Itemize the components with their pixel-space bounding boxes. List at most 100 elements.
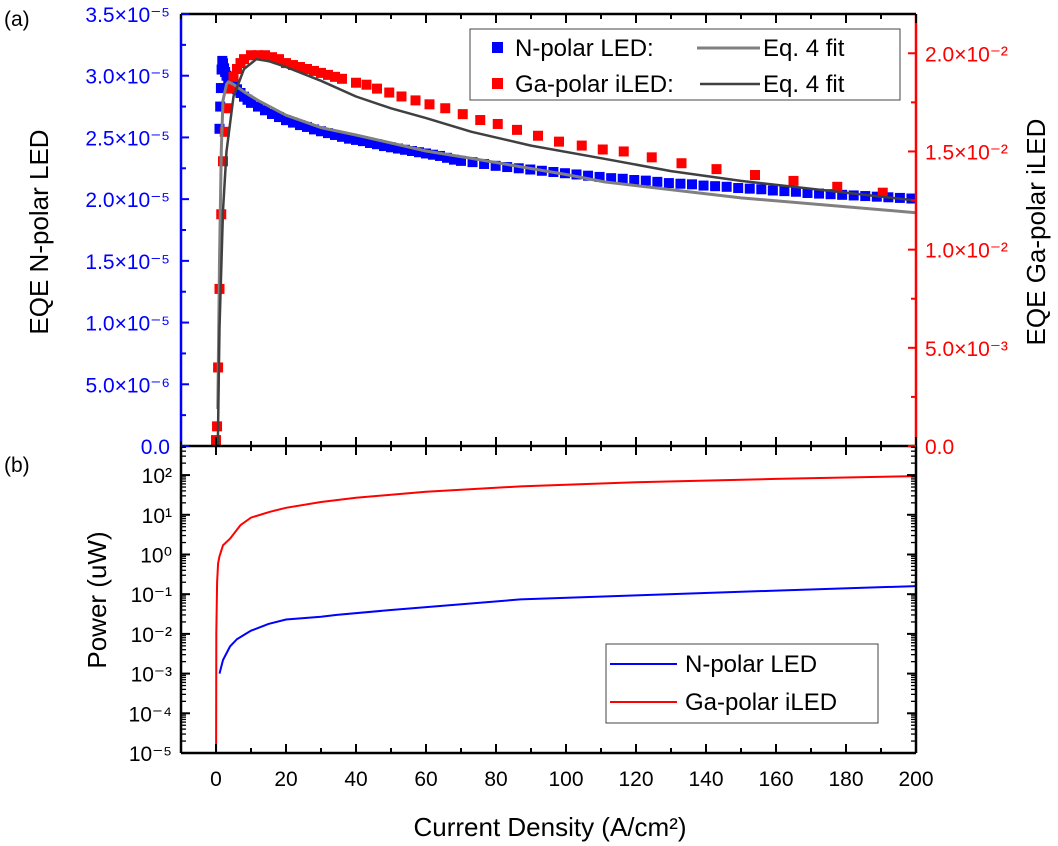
legend-n-polar-marker — [492, 42, 503, 53]
panel-label-a: (a) — [4, 8, 30, 31]
legend-ga-polar-fit-label: Eq. 4 fit — [763, 71, 845, 98]
y-log-tick-label: 10⁻¹ — [131, 584, 172, 607]
y-log-tick-label: 10¹ — [142, 505, 172, 528]
data-point-n-polar — [393, 143, 403, 154]
data-point-n-polar — [733, 183, 744, 194]
data-point-n-polar — [288, 117, 298, 128]
data-point-ga-polar — [281, 58, 291, 69]
data-point-ga-polar — [384, 87, 395, 98]
data-point-ga-polar — [457, 109, 468, 120]
data-point-ga-polar — [295, 62, 305, 73]
data-point-n-polar — [323, 128, 333, 139]
data-point-ga-polar — [288, 60, 298, 71]
legend-a-box — [469, 28, 901, 101]
y-right-tick-label: 1.0×10⁻² — [925, 240, 1008, 263]
data-point-ga-polar — [533, 130, 543, 141]
data-point-ga-polar — [440, 103, 451, 114]
data-point-ga-polar — [274, 54, 284, 65]
data-point-ga-polar — [512, 124, 522, 135]
data-point-ga-polar — [554, 136, 564, 147]
data-point-ga-polar — [788, 175, 799, 186]
data-point-n-polar — [583, 170, 594, 181]
data-point-n-polar — [663, 178, 674, 189]
x-tick-label: 120 — [618, 768, 653, 791]
data-point-n-polar — [414, 147, 424, 158]
data-point-n-polar — [302, 121, 312, 132]
y-left-tick-label: 2.5×10⁻⁵ — [85, 127, 170, 150]
legend-n-polar-fit-label: Eq. 4 fit — [763, 35, 845, 62]
data-point-ga-polar — [323, 69, 333, 80]
legend-b-n-polar-label: N-polar LED — [685, 651, 817, 678]
legend-a: N-polar LED: Eq. 4 fit Ga-polar iLED: Eq… — [469, 28, 901, 101]
data-point-ga-polar — [361, 79, 372, 90]
data-point-n-polar — [400, 144, 410, 155]
data-point-n-polar — [281, 115, 291, 126]
data-point-n-polar — [260, 105, 270, 116]
y-log-tick-label: 10⁻⁴ — [129, 703, 172, 726]
data-point-n-polar — [365, 137, 375, 148]
data-point-ga-polar — [246, 50, 256, 61]
data-point-ga-polar — [475, 115, 486, 126]
data-point-n-polar — [479, 158, 490, 169]
x-tick-label: 160 — [758, 768, 793, 791]
y-right-tick-label: 5.0×10⁻³ — [925, 338, 1008, 361]
data-point-n-polar — [435, 150, 445, 161]
data-point-n-polar — [652, 176, 663, 187]
legend-n-polar-label: N-polar LED: — [515, 35, 654, 62]
data-point-n-polar — [698, 180, 709, 191]
y-left-tick-label: 3.0×10⁻⁵ — [85, 66, 170, 89]
data-point-n-polar — [309, 124, 319, 135]
data-point-n-polar — [267, 108, 277, 119]
data-point-ga-polar — [316, 67, 326, 78]
data-point-ga-polar — [676, 158, 687, 169]
data-point-ga-polar — [253, 50, 263, 61]
x-tick-label: 180 — [828, 768, 863, 791]
data-point-n-polar — [513, 163, 524, 174]
data-point-n-polar — [358, 136, 368, 147]
x-axis-label: Current Density (A/cm²) — [413, 812, 686, 842]
y-left-tick-label: 3.5×10⁻⁵ — [85, 4, 170, 27]
data-point-ga-polar — [239, 54, 249, 65]
data-point-ga-polar — [225, 83, 235, 94]
y-log-tick-label: 10⁻³ — [131, 664, 172, 687]
data-point-n-polar — [721, 181, 732, 192]
data-point-ga-polar — [646, 152, 657, 163]
power-line-ga-polar — [215, 475, 917, 754]
data-point-n-polar — [428, 149, 438, 160]
y-left-tick-label: 0.0 — [141, 436, 170, 459]
y-log-tick-label: 10⁻² — [131, 624, 172, 647]
data-point-ga-polar — [877, 187, 888, 198]
x-tick-label: 0 — [210, 768, 222, 791]
legend-b: N-polar LED Ga-polar iLED — [605, 643, 879, 724]
data-point-n-polar — [906, 193, 917, 204]
data-point-n-polar — [617, 173, 628, 184]
y-axis-label-power: Power (uW) — [82, 531, 112, 668]
y-left-tick-label: 2.0×10⁻⁵ — [85, 189, 170, 212]
data-point-n-polar — [802, 187, 813, 198]
data-point-ga-polar — [260, 50, 270, 61]
data-point-n-polar — [344, 133, 354, 144]
data-point-n-polar — [767, 185, 778, 196]
axes: 0 20 40 60 80 100 120 140 160 180 200 0.0 5.0×10⁻⁶ 1.… — [85, 4, 1008, 791]
data-point-n-polar — [407, 146, 417, 157]
data-point-n-polar — [687, 179, 697, 190]
x-tick-label: 140 — [688, 768, 723, 791]
x-tick-label: 60 — [414, 768, 437, 791]
plot-area-b — [215, 475, 917, 754]
data-point-ga-polar — [711, 164, 722, 175]
data-point-ga-polar — [337, 73, 347, 84]
data-point-ga-polar — [302, 63, 312, 74]
y-left-tick-label: 5.0×10⁻⁶ — [85, 374, 170, 397]
data-point-n-polar — [253, 101, 263, 112]
data-point-ga-polar — [330, 71, 340, 82]
plot-area-a — [211, 50, 917, 447]
data-point-ga-polar — [832, 181, 843, 192]
legend-b-box — [605, 643, 879, 724]
y-right-axis-label: EQE Ga-polar iLED — [1021, 119, 1051, 346]
data-point-ga-polar — [309, 65, 319, 76]
fit-line-n-polar — [216, 80, 917, 410]
y-right-tick-label: 2.0×10⁻² — [925, 43, 1008, 66]
data-point-n-polar — [467, 157, 478, 168]
data-point-n-polar — [386, 142, 396, 153]
